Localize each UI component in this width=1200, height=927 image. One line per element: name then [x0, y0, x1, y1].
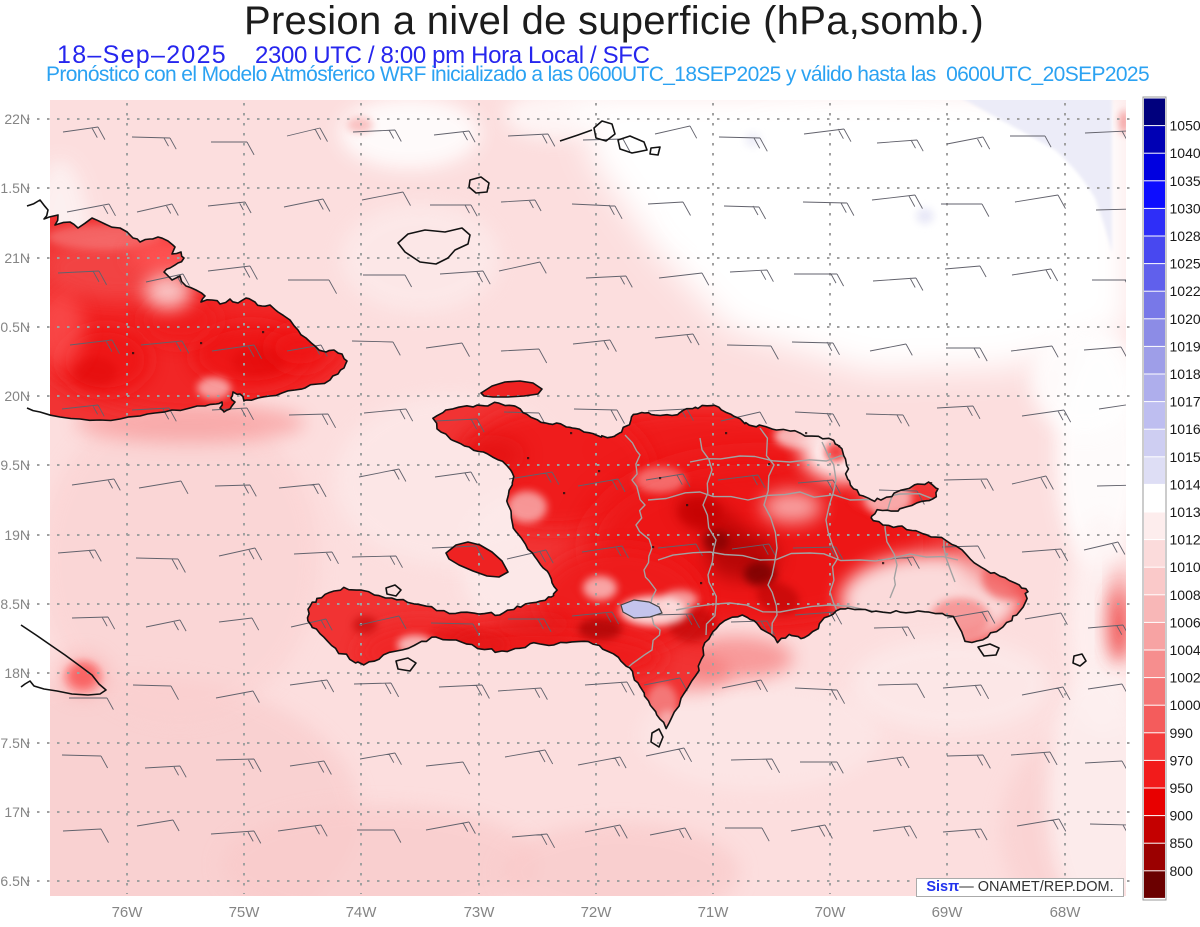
svg-text:900: 900: [1170, 808, 1194, 824]
svg-text:1016: 1016: [1170, 421, 1200, 437]
svg-text:1022: 1022: [1170, 283, 1200, 299]
svg-text:1013: 1013: [1170, 504, 1200, 520]
svg-text:1015: 1015: [1170, 449, 1200, 465]
svg-text:74W: 74W: [346, 904, 378, 921]
svg-text:72W: 72W: [581, 904, 613, 921]
svg-text:1000: 1000: [1170, 697, 1200, 713]
svg-text:1.5N: 1.5N: [0, 180, 30, 196]
svg-text:1050: 1050: [1170, 118, 1200, 134]
svg-text:75W: 75W: [229, 904, 261, 921]
svg-text:1025: 1025: [1170, 256, 1200, 272]
svg-text:73W: 73W: [464, 904, 496, 921]
svg-text:1004: 1004: [1170, 642, 1200, 658]
svg-text:0.5N: 0.5N: [0, 319, 30, 335]
svg-text:19N: 19N: [4, 527, 30, 543]
svg-text:70W: 70W: [815, 904, 847, 921]
svg-text:22N: 22N: [4, 111, 30, 127]
svg-text:71W: 71W: [698, 904, 730, 921]
svg-text:8.5N: 8.5N: [0, 596, 30, 612]
svg-text:18N: 18N: [4, 665, 30, 681]
svg-text:800: 800: [1170, 863, 1194, 879]
svg-text:1017: 1017: [1170, 394, 1200, 410]
svg-text:1030: 1030: [1170, 200, 1200, 216]
svg-text:1014: 1014: [1170, 476, 1200, 492]
svg-text:1012: 1012: [1170, 532, 1200, 548]
svg-text:69W: 69W: [932, 904, 964, 921]
svg-text:17N: 17N: [4, 804, 30, 820]
svg-text:970: 970: [1170, 752, 1194, 768]
svg-text:1002: 1002: [1170, 670, 1200, 686]
svg-text:9.5N: 9.5N: [0, 457, 30, 473]
svg-text:6.5N: 6.5N: [0, 873, 30, 889]
svg-text:850: 850: [1170, 835, 1194, 851]
svg-text:1019: 1019: [1170, 338, 1200, 354]
svg-text:1018: 1018: [1170, 366, 1200, 382]
svg-text:1035: 1035: [1170, 173, 1200, 189]
svg-text:1040: 1040: [1170, 145, 1200, 161]
svg-text:950: 950: [1170, 780, 1194, 796]
svg-text:1006: 1006: [1170, 614, 1200, 630]
svg-text:1008: 1008: [1170, 587, 1200, 603]
svg-text:7.5N: 7.5N: [0, 735, 30, 751]
svg-text:990: 990: [1170, 725, 1194, 741]
svg-text:20N: 20N: [4, 388, 30, 404]
svg-text:1010: 1010: [1170, 559, 1200, 575]
svg-text:1020: 1020: [1170, 311, 1200, 327]
svg-text:1028: 1028: [1170, 228, 1200, 244]
svg-text:76W: 76W: [112, 904, 144, 921]
svg-text:68W: 68W: [1050, 904, 1082, 921]
svg-text:21N: 21N: [4, 250, 30, 266]
